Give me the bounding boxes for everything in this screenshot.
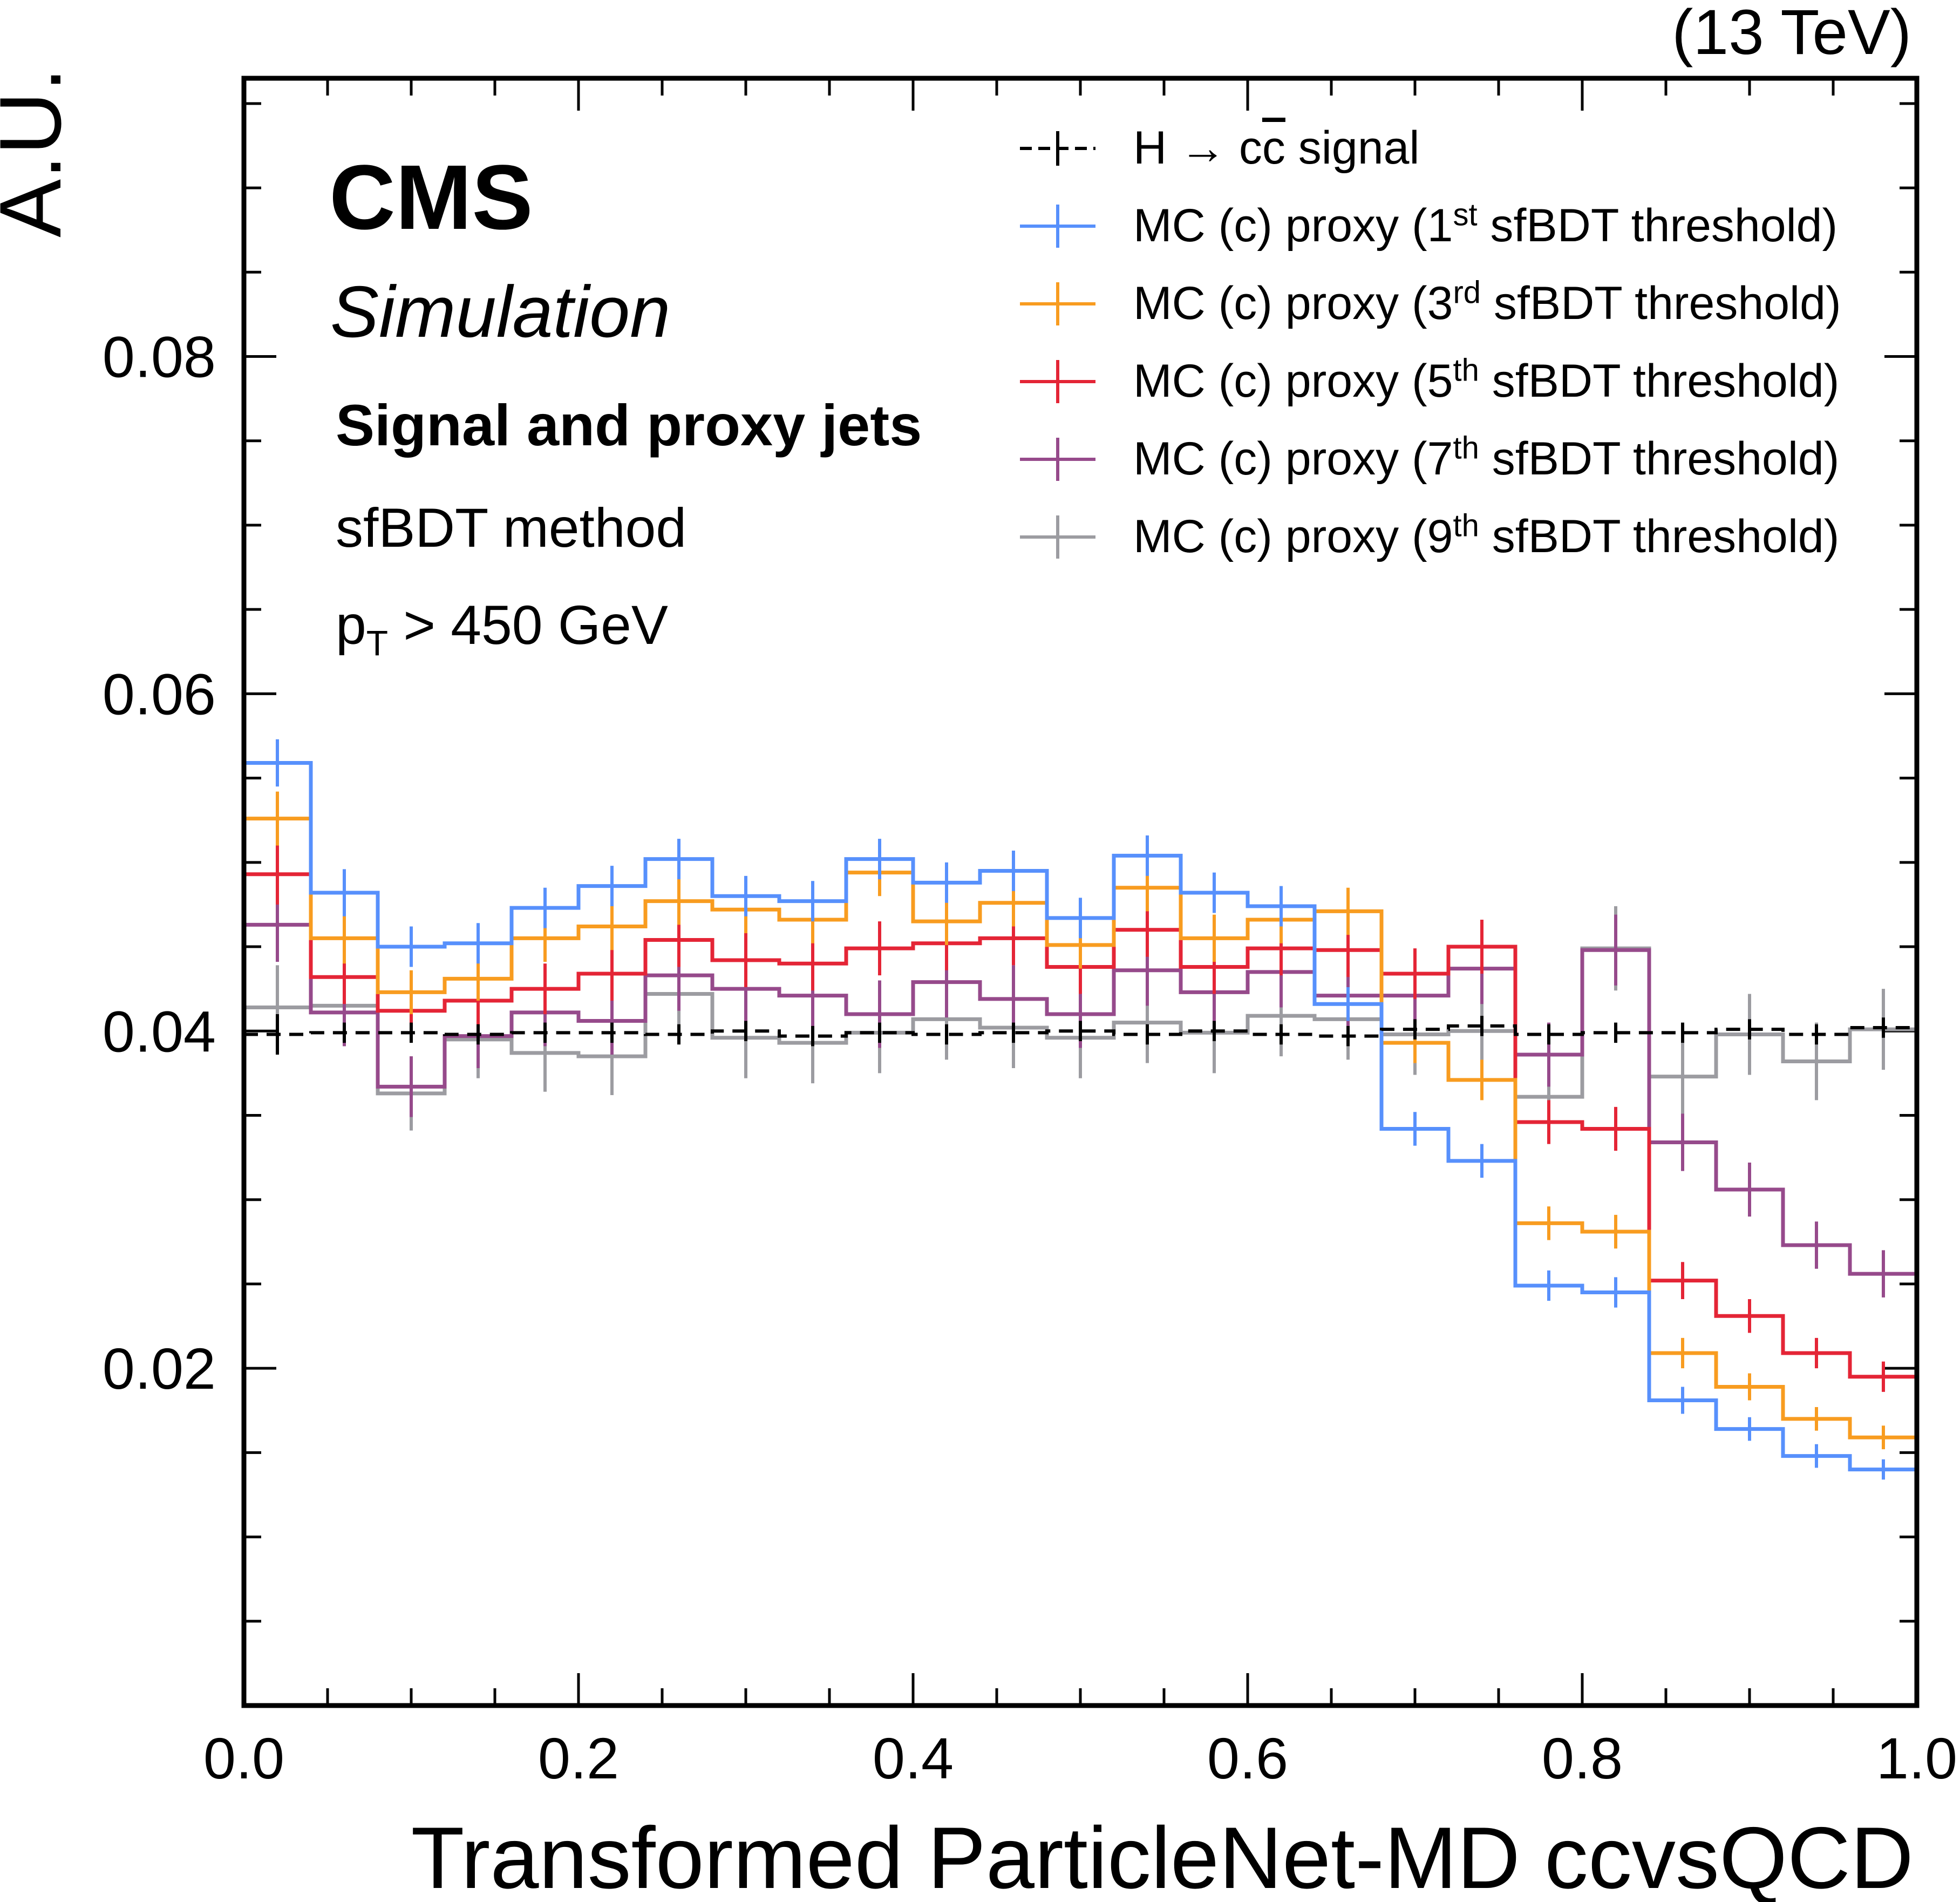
x-tick-label: 0.6: [1207, 1726, 1288, 1791]
histogram-step-line: [244, 760, 1917, 1472]
x-tick-label: 0.8: [1542, 1726, 1623, 1791]
legend-marker: [1020, 360, 1095, 403]
tick-labels: 0.0 0.2 0.4 0.6 0.8 1.0 0.02 0.04 0.06 0.08: [103, 324, 1957, 1791]
legend-label: MC (c) proxy (7th sfBDT threshold): [1133, 430, 1840, 485]
y-tick-label: 0.02: [103, 1336, 216, 1401]
legend-marker: [1020, 282, 1095, 325]
pt-cut-label: pT > 450 GeV: [336, 594, 668, 663]
y-tick-label: 0.06: [103, 661, 216, 726]
legend-marker: [1020, 205, 1095, 248]
legend-marker: [1020, 515, 1095, 559]
x-tick-label: 0.0: [203, 1726, 284, 1791]
legend-marker: [1020, 131, 1095, 166]
experiment-label: CMS: [329, 146, 533, 249]
x-axis-label: Transformed ParticleNet-MD ccvsQCD: [411, 1809, 1914, 1902]
x-tick-label: 0.2: [538, 1726, 619, 1791]
histogram-step-line: [244, 1024, 1917, 1038]
selection-label: Signal and proxy jets: [336, 392, 922, 458]
legend-marker: [1020, 438, 1095, 481]
series-0: [244, 1014, 1917, 1055]
legend-label: MC (c) proxy (3rd sfBDT threshold): [1133, 275, 1841, 329]
status-label: Simulation: [330, 271, 671, 352]
y-tick-label: 0.04: [103, 998, 216, 1064]
method-label: sfBDT method: [336, 497, 687, 559]
y-axis-label: A.U.: [0, 67, 79, 237]
x-tick-label: 1.0: [1876, 1726, 1957, 1791]
legend-label: MC (c) proxy (9th sfBDT threshold): [1133, 508, 1840, 562]
y-tick-label: 0.08: [103, 324, 216, 390]
energy-label: (13 TeV): [1672, 0, 1911, 68]
axis-ticks: [242, 78, 1918, 1706]
legend-label: MC (c) proxy (5th sfBDT threshold): [1133, 352, 1840, 407]
series-2: [244, 791, 1917, 1450]
histogram-step-line: [244, 922, 1917, 1276]
series-1: [244, 739, 1917, 1480]
legend-label: H → cc signal: [1133, 122, 1420, 174]
legend-label: MC (c) proxy (1st sfBDT threshold): [1133, 197, 1838, 252]
x-tick-label: 0.4: [873, 1726, 954, 1791]
plot-frame: [241, 76, 1920, 1708]
histogram-series: [244, 739, 1917, 1480]
